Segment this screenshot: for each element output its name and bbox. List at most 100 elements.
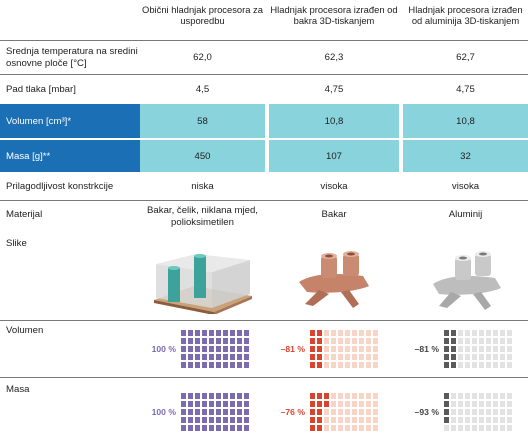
volume-col-copper: –81 % — [269, 321, 399, 377]
waffle-square — [230, 362, 235, 368]
waffle-square — [331, 354, 336, 360]
waffle-square — [310, 424, 315, 431]
waffle-square — [202, 408, 207, 415]
waffle-square — [181, 362, 186, 368]
waffle-square — [359, 416, 364, 423]
waffle-square — [373, 346, 378, 352]
waffle-square — [493, 354, 498, 360]
waffle-square — [209, 408, 214, 415]
waffle-square — [479, 408, 484, 415]
cell-value: 107 — [269, 140, 399, 172]
waffle-square — [500, 400, 505, 407]
waffle-square — [444, 362, 449, 368]
waffle-square — [444, 392, 449, 399]
image-aluminium-cooler — [403, 236, 528, 320]
waffle-square — [331, 346, 336, 352]
waffle-square — [310, 408, 315, 415]
waffle-square — [188, 338, 193, 344]
waffle-square — [345, 416, 350, 423]
waffle-square — [479, 330, 484, 336]
waffle-square — [458, 338, 463, 344]
table-row: Srednja temperatura na sredini osnovne p… — [0, 41, 528, 74]
waffle-square — [230, 408, 235, 415]
waffle-square — [352, 408, 357, 415]
divider — [0, 40, 528, 41]
waffle-square — [493, 362, 498, 368]
waffle-square — [458, 330, 463, 336]
waffle-square — [324, 416, 329, 423]
waffle-square — [359, 392, 364, 399]
waffle-square — [352, 392, 357, 399]
image-conventional-cooler — [140, 236, 265, 320]
mass-col-copper: –76 % — [269, 378, 399, 445]
waffle-square — [444, 424, 449, 431]
waffle-square — [237, 400, 242, 407]
table-header: Obični hladnjak procesora za usporedbu H… — [0, 0, 528, 40]
waffle-grid — [444, 330, 512, 368]
waffle-square — [472, 400, 477, 407]
waffle-square — [366, 362, 371, 368]
waffle-square — [230, 338, 235, 344]
waffle-square — [338, 362, 343, 368]
waffle-square — [486, 338, 491, 344]
waffle-square — [209, 330, 214, 336]
waffle-square — [451, 346, 456, 352]
waffle-square — [181, 354, 186, 360]
waffle-square — [493, 416, 498, 423]
waffle-square — [216, 408, 221, 415]
waffle-square — [352, 416, 357, 423]
conventional-cooler-image — [153, 254, 252, 314]
waffle-square — [465, 424, 470, 431]
waffle-square — [331, 392, 336, 399]
waffle-square — [458, 362, 463, 368]
waffle-square — [373, 416, 378, 423]
waffle-square — [209, 416, 214, 423]
waffle-square — [188, 330, 193, 336]
waffle-square — [181, 392, 186, 399]
waffle-square — [373, 338, 378, 344]
waffle-square — [223, 338, 228, 344]
cell-value: 62,3 — [324, 52, 344, 63]
waffle-square — [366, 416, 371, 423]
waffle-square — [373, 424, 378, 431]
waffle-square — [195, 416, 200, 423]
waffle-square — [188, 354, 193, 360]
waffle-square — [486, 416, 491, 423]
waffle-square — [223, 346, 228, 352]
waffle-square — [458, 416, 463, 423]
waffle-square — [507, 338, 512, 344]
waffle-square — [345, 338, 350, 344]
waffle-square — [244, 338, 249, 344]
waffle-square — [458, 400, 463, 407]
aluminium-cooler-image — [432, 251, 501, 310]
waffle-square — [202, 362, 207, 368]
waffle-square — [317, 330, 322, 336]
waffle-square — [230, 330, 235, 336]
waffle-square — [209, 400, 214, 407]
cell-value: 4,75 — [456, 83, 475, 95]
waffle-square — [465, 408, 470, 415]
row-label: Srednja temperatura na sredini osnovne p… — [6, 45, 138, 69]
waffle-square — [317, 354, 322, 360]
waffle-square — [310, 392, 315, 399]
waffle-square — [223, 400, 228, 407]
waffle-square — [223, 408, 228, 415]
waffle-square — [216, 400, 221, 407]
waffle-square — [486, 400, 491, 407]
waffle-square — [202, 416, 207, 423]
waffle-square — [209, 424, 214, 431]
waffle-square — [472, 408, 477, 415]
waffle-square — [359, 362, 364, 368]
percent-label: 100 % — [151, 406, 176, 417]
cell-value: 4,75 — [324, 83, 344, 95]
percent-label: 100 % — [151, 344, 176, 354]
header-col-aluminium: Hladnjak procesora izrađen od aluminija … — [408, 4, 523, 26]
waffle-square — [324, 400, 329, 407]
cell-value: 450 — [140, 140, 265, 172]
waffle-square — [237, 392, 242, 399]
waffle-square — [352, 362, 357, 368]
waffle-square — [493, 408, 498, 415]
waffle-square — [237, 408, 242, 415]
header-col-copper: Hladnjak procesora izrađen od bakra 3D-t… — [270, 4, 398, 26]
